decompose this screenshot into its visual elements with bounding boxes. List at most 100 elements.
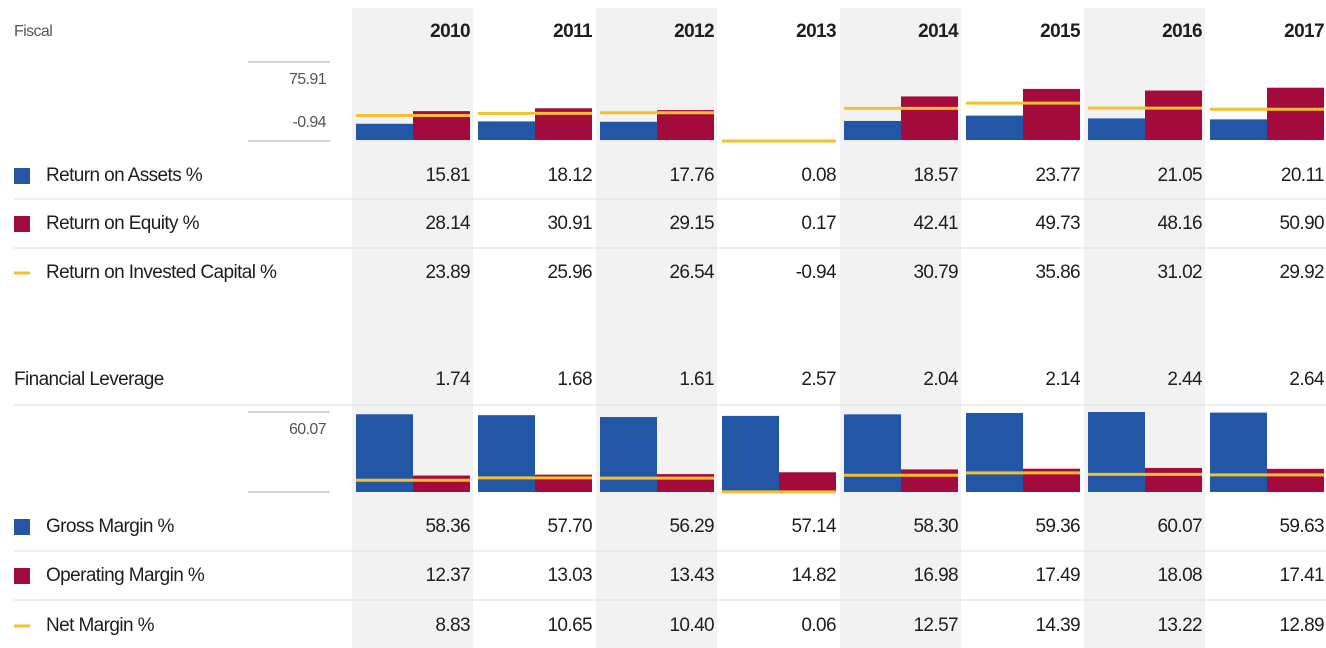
cell-value: 59.36 [1035, 516, 1080, 537]
year-header: 2015 [1040, 21, 1081, 42]
cell-value: 12.89 [1279, 615, 1324, 636]
cell-value: 30.91 [547, 213, 592, 234]
cell-value: 12.57 [913, 615, 958, 636]
bar [966, 412, 1023, 492]
cell-value: 1.74 [435, 369, 471, 390]
cell-value: 0.17 [801, 213, 836, 234]
year-header: 2013 [796, 21, 836, 42]
bar [901, 469, 958, 492]
row-label: Gross Margin % [46, 516, 175, 537]
cell-value: 31.02 [1157, 262, 1202, 283]
legend-square [14, 168, 30, 184]
bar [1088, 118, 1145, 141]
cell-value: 16.98 [913, 565, 958, 586]
year-header: 2011 [553, 21, 593, 42]
cell-value: 29.92 [1279, 262, 1324, 283]
cell-value: 2.64 [1289, 369, 1325, 390]
cell-value: 60.07 [1157, 516, 1202, 537]
cell-value: 12.37 [425, 565, 470, 586]
cell-value: 25.96 [547, 262, 592, 283]
cell-value: 13.22 [1157, 615, 1202, 636]
bar [600, 121, 657, 141]
cell-value: 0.08 [801, 165, 836, 186]
cell-value: 30.79 [913, 262, 958, 283]
bar [1145, 467, 1202, 492]
bar [844, 120, 901, 141]
cell-value: 1.61 [679, 369, 714, 390]
cell-value: 58.30 [913, 516, 958, 537]
year-header: 2017 [1284, 21, 1324, 42]
legend-square [14, 568, 30, 584]
row-label: Net Margin % [46, 615, 155, 636]
bar [356, 123, 413, 141]
cell-value: 18.12 [547, 165, 592, 186]
axis-tick-label: -0.94 [293, 114, 327, 131]
legend-square [14, 519, 30, 535]
cell-value: 17.49 [1035, 565, 1080, 586]
row-label: Operating Margin % [46, 565, 205, 586]
bar [966, 115, 1023, 141]
cell-value: 23.89 [425, 262, 470, 283]
cell-value: 17.76 [669, 165, 714, 186]
shaded-column [352, 8, 473, 648]
cell-value: 59.63 [1279, 516, 1324, 537]
legend-square [14, 216, 30, 232]
cell-value: 2.44 [1167, 369, 1203, 390]
legend-line [14, 271, 30, 275]
cell-value: 28.14 [425, 213, 471, 234]
cell-value: 57.70 [547, 516, 592, 537]
row-label: Return on Equity % [46, 213, 200, 234]
cell-value: 13.43 [669, 565, 714, 586]
cell-value: 20.11 [1281, 165, 1324, 186]
year-header: 2016 [1162, 21, 1202, 42]
cell-value: -0.94 [796, 262, 837, 283]
cell-value: 13.03 [547, 565, 592, 586]
cell-value: 21.05 [1157, 165, 1202, 186]
row-label: Return on Assets % [46, 165, 203, 186]
cell-value: 58.36 [425, 516, 470, 537]
cell-value: 29.15 [669, 213, 714, 234]
cell-value: 18.08 [1157, 565, 1202, 586]
row-label: Financial Leverage [14, 369, 164, 390]
bar [722, 415, 779, 492]
cell-value: 14.82 [791, 565, 836, 586]
cell-value: 8.83 [435, 615, 470, 636]
shaded-column [596, 8, 717, 648]
cell-value: 49.73 [1035, 213, 1080, 234]
cell-value: 10.40 [669, 615, 714, 636]
cell-value: 0.06 [801, 615, 836, 636]
cell-value: 14.39 [1035, 615, 1080, 636]
bar [478, 415, 535, 492]
bar [1267, 87, 1324, 141]
cell-value: 2.57 [801, 369, 836, 390]
axis-tick-label: 60.07 [289, 421, 327, 438]
cell-value: 17.41 [1279, 565, 1324, 586]
cell-value: 42.41 [913, 213, 958, 234]
cell-value: 50.90 [1279, 213, 1324, 234]
bar [901, 96, 958, 141]
axis-tick-label: 75.91 [289, 71, 327, 88]
bar [600, 417, 657, 492]
bar [779, 472, 836, 492]
cell-value: 2.04 [923, 369, 959, 390]
bar [844, 414, 901, 492]
cell-value: 23.77 [1035, 165, 1080, 186]
cell-value: 48.16 [1157, 213, 1202, 234]
bar [413, 475, 470, 492]
bar [1210, 412, 1267, 492]
bar [1267, 468, 1324, 492]
cell-value: 2.14 [1045, 369, 1081, 390]
bar [1210, 119, 1267, 141]
bar [1088, 412, 1145, 492]
row-label: Return on Invested Capital % [46, 262, 277, 283]
bar [1145, 90, 1202, 141]
bar [657, 110, 714, 141]
cell-value: 15.81 [425, 165, 470, 186]
cell-value: 1.68 [557, 369, 592, 390]
year-header: 2012 [674, 21, 714, 42]
cell-value: 26.54 [669, 262, 715, 283]
legend-line [14, 624, 30, 628]
year-header: 2010 [430, 21, 470, 42]
cell-value: 57.14 [791, 516, 837, 537]
